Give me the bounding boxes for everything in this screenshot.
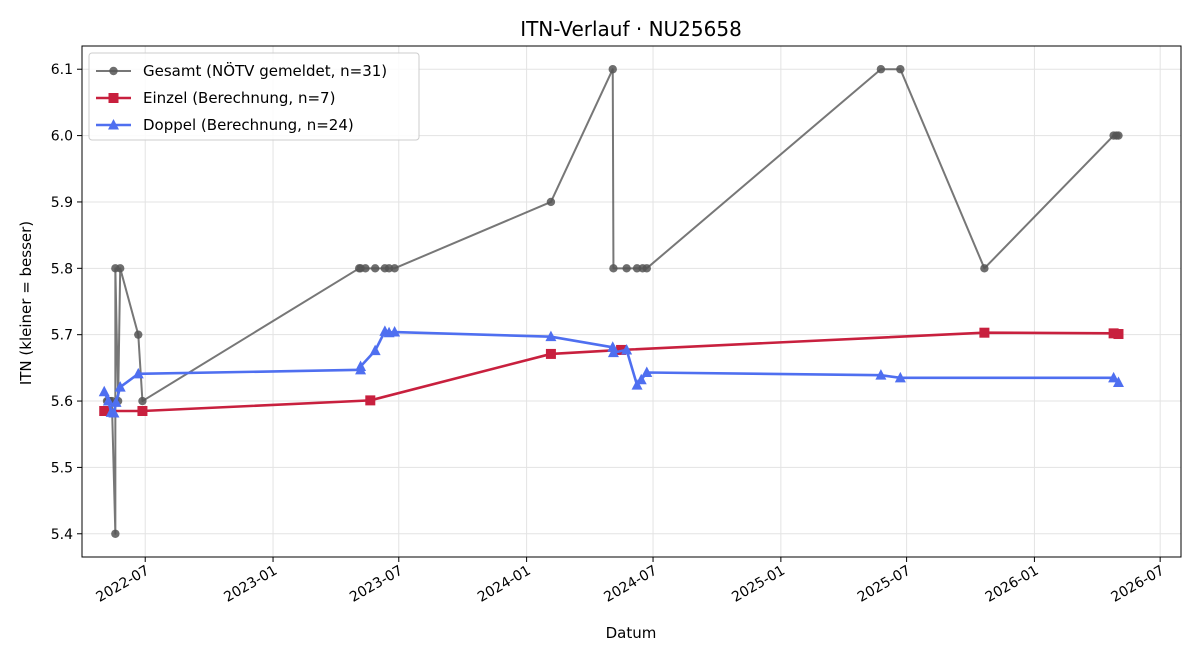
data-point <box>132 367 144 379</box>
data-point <box>607 346 619 358</box>
data-point <box>355 360 367 372</box>
data-point <box>876 65 886 74</box>
y-tick-label: 5.7 <box>51 328 73 344</box>
data-point <box>389 326 401 337</box>
y-tick-label: 6.0 <box>51 129 73 145</box>
y-tick-label: 5.9 <box>51 195 73 211</box>
data-point <box>1113 329 1124 340</box>
data-point <box>109 66 118 76</box>
y-tick-label: 5.4 <box>51 527 73 543</box>
data-point <box>608 65 617 74</box>
legend-box <box>88 52 420 141</box>
series-triangle <box>98 325 1124 418</box>
data-point <box>111 529 120 538</box>
data-point <box>609 264 618 273</box>
legend-item: Doppel (Berechnung, n=24) <box>96 116 354 134</box>
data-point <box>98 385 110 397</box>
series-line <box>104 331 1119 413</box>
data-point <box>642 264 651 273</box>
data-point <box>980 264 989 273</box>
y-axis: 5.4 5.5 5.6 5.7 5.8 5.9 6.0 6.1 <box>51 62 82 543</box>
series-layer <box>98 65 1124 538</box>
data-point <box>641 366 653 378</box>
legend-label: Einzel (Berechnung, n=7) <box>143 89 335 107</box>
data-point <box>108 93 119 103</box>
legend-label: Doppel (Berechnung, n=24) <box>143 116 354 134</box>
y-tick-label: 6.1 <box>51 62 73 78</box>
legend-item: Einzel (Berechnung, n=7) <box>96 89 335 107</box>
data-point <box>108 119 119 130</box>
legend-label: Gesamt (NÖTV gemeldet, n=31) <box>143 61 387 80</box>
series-square <box>99 327 1124 416</box>
data-point <box>1114 131 1123 140</box>
data-point <box>635 373 647 385</box>
legend: Gesamt (NÖTV gemeldet, n=31) Einzel (Bere… <box>88 52 420 141</box>
data-point <box>369 344 381 356</box>
data-point <box>116 264 125 273</box>
data-point <box>108 406 120 418</box>
chart-title: ITN-Verlauf · NU25658 <box>520 17 742 41</box>
data-point <box>390 264 399 273</box>
data-point <box>102 395 114 406</box>
data-point <box>110 396 122 407</box>
data-point <box>545 330 557 342</box>
data-point <box>631 379 643 390</box>
data-point <box>607 341 619 352</box>
y-tick-label: 5.8 <box>51 261 73 277</box>
data-point <box>138 396 147 406</box>
plot-frame <box>81 45 1182 558</box>
data-point <box>114 381 126 392</box>
data-point <box>621 343 633 355</box>
data-point <box>622 264 631 273</box>
data-point <box>1112 376 1124 387</box>
x-axis-title: Datum <box>606 624 657 642</box>
data-point <box>134 330 143 339</box>
data-point <box>99 406 110 416</box>
data-point <box>894 371 906 383</box>
data-point <box>875 369 887 380</box>
data-point <box>137 406 148 416</box>
data-point <box>1108 371 1120 383</box>
y-tick-label: 5.5 <box>51 460 73 476</box>
y-axis-title: ITN (kleiner = besser) <box>17 221 35 385</box>
data-point <box>365 395 376 406</box>
data-point <box>896 65 905 74</box>
data-point <box>546 197 556 207</box>
data-point <box>979 327 990 338</box>
legend-item: Gesamt (NÖTV gemeldet, n=31) <box>96 61 387 80</box>
y-tick-label: 5.6 <box>51 394 73 410</box>
data-point <box>370 264 380 273</box>
data-point <box>545 348 556 359</box>
data-point <box>361 264 370 273</box>
